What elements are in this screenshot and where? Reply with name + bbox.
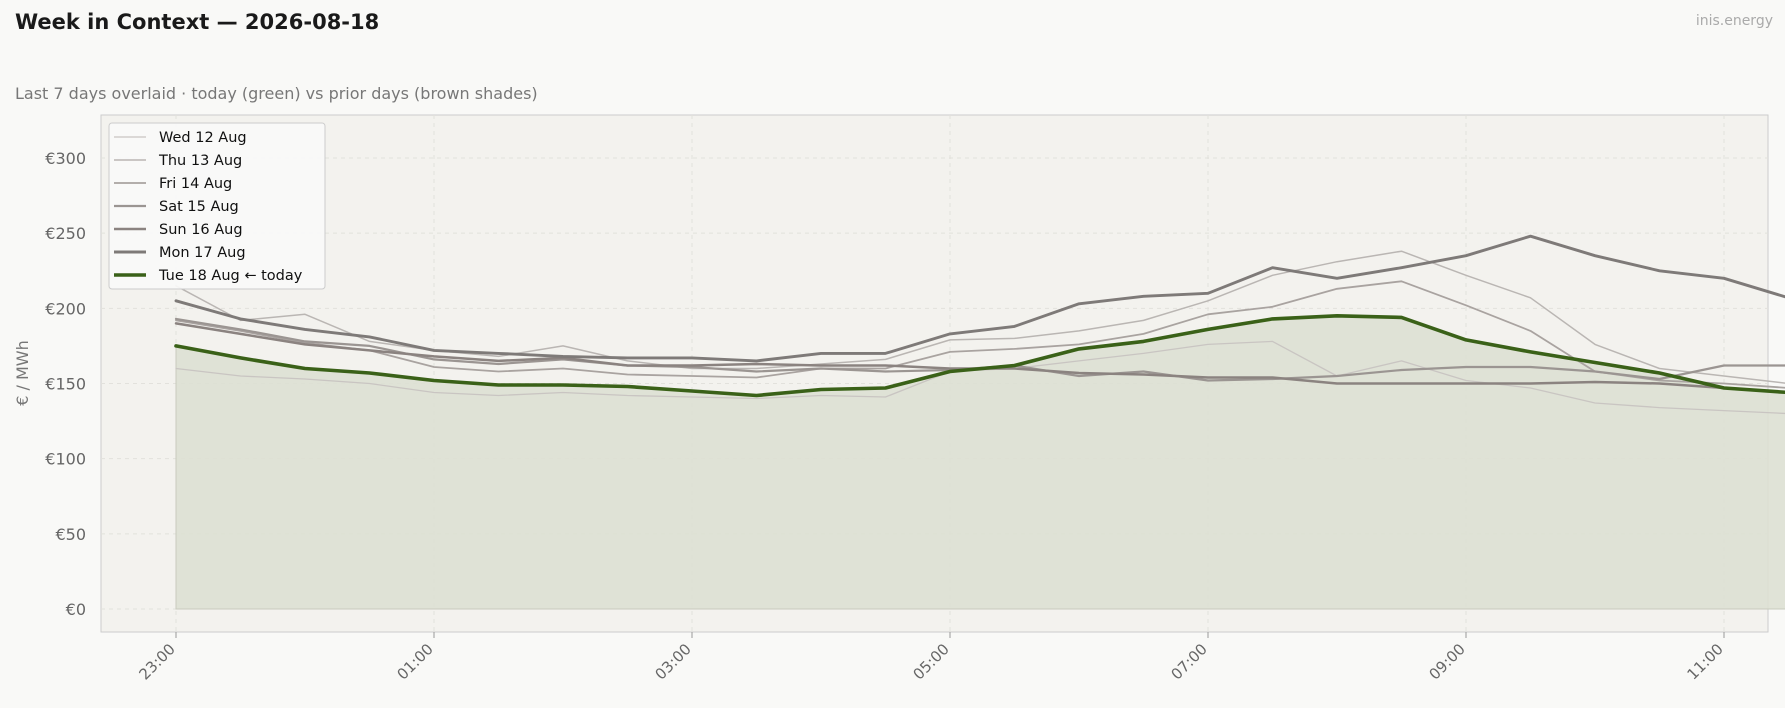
series-line-tue-18-aug-today [174,313,1785,398]
series-line-sun-16-aug [174,322,1785,394]
legend-label: Wed 12 Aug [159,130,247,146]
chart-title: Week in Context — 2026-08-18 [15,10,380,34]
legend-label: Tue 18 Aug ← today [158,268,303,284]
chart-subtitle: Last 7 days overlaid · today (green) vs … [15,84,538,103]
legend: Wed 12 Aug Thu 13 Aug Fri 14 Aug Sat 15 Aug… [108,122,326,290]
x-tick-label: 11:00 [1684,640,1727,683]
x-tick-label: 05:00 [910,640,953,683]
y-axis-label: € / MWh [13,340,32,406]
series-lines [174,234,1785,415]
x-tick-label: 09:00 [1426,640,1469,683]
series-line-wed-12-aug [175,340,1785,415]
x-tick-label: 07:00 [1168,640,1211,683]
y-tick-label: €150 [45,375,86,394]
y-tick-label: €300 [45,149,86,168]
x-tick-label: 23:00 [136,640,179,683]
y-tick-label: €250 [45,224,86,243]
legend-label: Mon 17 Aug [159,245,246,261]
legend-label: Sun 16 Aug [159,222,243,238]
x-tick-label: 03:00 [652,640,695,683]
legend-box [108,122,326,290]
y-tick-label: €200 [45,299,86,318]
legend-label: Thu 13 Aug [158,153,242,169]
y-tick-label: €0 [66,600,86,619]
brand-label: inis.energy [1695,13,1773,29]
legend-label: Sat 15 Aug [159,199,239,215]
y-tick-label: €100 [45,450,86,469]
x-tick-label: 01:00 [394,640,437,683]
y-tick-label: €50 [55,525,86,544]
series-line-mon-17-aug [174,234,1785,363]
legend-label: Fri 14 Aug [159,176,232,192]
